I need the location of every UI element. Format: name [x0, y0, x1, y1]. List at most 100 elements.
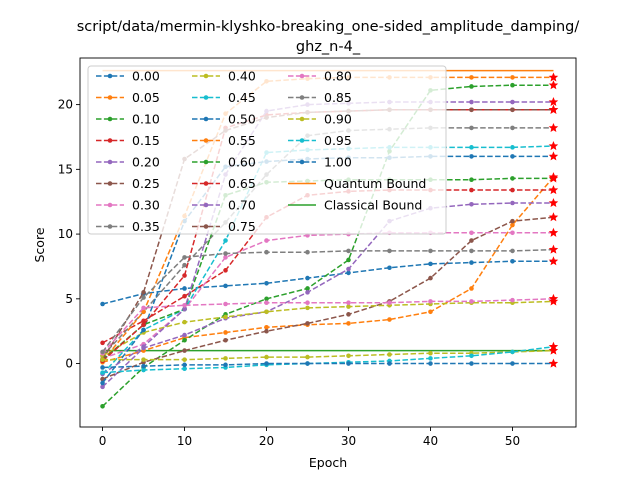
x-axis-label: Epoch	[309, 455, 347, 470]
legend-label: 0.20	[132, 155, 160, 170]
data-point	[182, 262, 187, 268]
final-star-marker	[548, 104, 559, 114]
data-point	[182, 362, 187, 368]
legend-entry: 0.45	[192, 90, 256, 105]
data-point	[510, 125, 515, 131]
data-point	[141, 318, 146, 324]
data-point	[346, 248, 351, 254]
y-tick-label: 15	[58, 162, 73, 176]
x-tick-label: 40	[423, 434, 438, 448]
data-point	[223, 356, 228, 361]
data-point	[223, 238, 228, 243]
legend-entry: 0.75	[192, 219, 256, 234]
legend-marker	[299, 95, 305, 100]
legend-label: 0.40	[228, 69, 256, 84]
data-point	[428, 299, 433, 304]
legend-label: 0.55	[228, 133, 256, 148]
data-point	[510, 218, 515, 224]
data-point	[510, 258, 515, 264]
legend-label: 0.50	[228, 112, 256, 127]
data-point	[100, 403, 105, 409]
data-point	[469, 145, 474, 150]
legend-label: 0.25	[132, 176, 160, 191]
series-line-4	[102, 202, 554, 388]
data-point	[100, 376, 105, 382]
final-star-marker	[548, 151, 559, 161]
data-point	[264, 325, 269, 330]
data-point	[141, 322, 146, 328]
legend-marker	[107, 159, 113, 165]
legend-label: 0.70	[228, 198, 256, 213]
legend-entry: 0.65	[192, 176, 256, 191]
data-point	[264, 280, 269, 286]
data-point	[305, 321, 310, 326]
series-line-16	[101, 298, 554, 354]
data-point	[469, 202, 474, 207]
final-star-marker	[548, 72, 559, 82]
data-point	[510, 145, 515, 150]
legend-label: 0.65	[228, 176, 256, 191]
legend-entry: 0.15	[96, 133, 160, 148]
data-point	[510, 297, 515, 303]
data-point	[182, 255, 187, 260]
final-star-marker	[548, 244, 559, 254]
data-point	[510, 187, 515, 193]
data-point	[141, 295, 146, 300]
data-point	[182, 286, 187, 291]
legend-entry: 0.50	[192, 112, 256, 127]
final-star-marker	[548, 212, 559, 222]
legend-marker	[203, 95, 209, 100]
data-point	[346, 266, 351, 272]
data-point	[264, 238, 269, 243]
data-point	[510, 75, 515, 80]
data-point	[510, 361, 515, 366]
data-point	[305, 286, 310, 291]
legend-entry: 0.85	[288, 90, 352, 105]
legend-marker	[107, 73, 113, 79]
legend-entry: 0.35	[96, 219, 160, 234]
data-point	[182, 348, 187, 353]
series-line-18	[102, 349, 554, 361]
series-line-5	[102, 216, 554, 380]
legend-marker	[107, 95, 113, 100]
data-point	[141, 305, 146, 311]
legend-label: 0.95	[324, 133, 352, 148]
data-point	[428, 275, 433, 281]
series-20	[100, 358, 559, 370]
data-point	[346, 304, 351, 309]
legend-entry: Quantum Bound	[288, 176, 426, 191]
data-point	[428, 261, 433, 267]
legend-marker	[299, 116, 305, 122]
data-point	[428, 248, 433, 254]
legend-marker	[107, 181, 113, 186]
data-point	[428, 356, 433, 361]
data-point	[469, 107, 474, 113]
legend-label: 1.00	[324, 155, 352, 170]
chart-title-line-2: ghz_n-4_	[296, 39, 361, 55]
data-point	[305, 275, 310, 281]
data-point	[100, 357, 105, 362]
final-star-marker	[548, 185, 559, 195]
data-point	[387, 317, 392, 322]
axes: 0 10 20 30 40 50 0 5 10 15 20	[58, 57, 577, 448]
data-point	[346, 270, 351, 276]
legend-marker	[203, 159, 209, 165]
legend-label: Quantum Bound	[324, 176, 426, 191]
data-point	[469, 99, 474, 105]
data-point	[182, 319, 187, 325]
legend-entry: 0.60	[192, 155, 256, 170]
y-tick-label: 0	[65, 357, 73, 371]
data-point	[141, 290, 146, 295]
data-point	[305, 290, 310, 295]
data-point	[223, 255, 228, 260]
data-point	[305, 361, 310, 366]
data-point	[100, 365, 105, 370]
data-point	[346, 300, 351, 306]
legend-entry: 0.70	[192, 198, 256, 213]
legend-marker	[107, 224, 113, 229]
legend-entry: 0.40	[192, 69, 256, 84]
x-tick-label: 10	[177, 434, 192, 448]
legend-marker	[107, 202, 113, 208]
series-line-8	[102, 300, 554, 357]
